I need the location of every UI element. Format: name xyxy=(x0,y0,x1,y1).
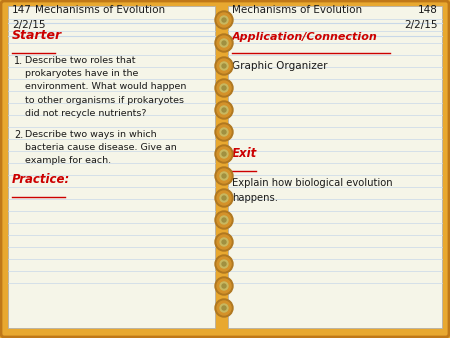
Circle shape xyxy=(215,79,233,97)
Circle shape xyxy=(215,189,233,207)
Circle shape xyxy=(215,11,233,29)
Circle shape xyxy=(220,194,228,202)
Circle shape xyxy=(215,167,233,185)
Circle shape xyxy=(217,147,231,161)
Text: Starter: Starter xyxy=(12,29,62,42)
Circle shape xyxy=(222,64,226,68)
Circle shape xyxy=(217,213,231,227)
Circle shape xyxy=(220,304,228,312)
Circle shape xyxy=(220,282,228,290)
Circle shape xyxy=(222,130,226,134)
Circle shape xyxy=(222,174,226,178)
Circle shape xyxy=(220,260,228,268)
Circle shape xyxy=(222,196,226,200)
Circle shape xyxy=(215,145,233,163)
Circle shape xyxy=(215,277,233,295)
Text: 2/2/15: 2/2/15 xyxy=(12,20,45,30)
Circle shape xyxy=(217,235,231,249)
Circle shape xyxy=(215,34,233,52)
Text: Application/Connection: Application/Connection xyxy=(232,32,378,42)
Circle shape xyxy=(222,306,226,310)
Circle shape xyxy=(217,13,231,27)
Circle shape xyxy=(217,301,231,315)
Circle shape xyxy=(222,86,226,90)
Circle shape xyxy=(220,150,228,158)
Circle shape xyxy=(217,36,231,50)
Circle shape xyxy=(222,218,226,222)
Circle shape xyxy=(222,240,226,244)
Text: 1.: 1. xyxy=(14,56,23,66)
Circle shape xyxy=(217,81,231,95)
Circle shape xyxy=(215,101,233,119)
Circle shape xyxy=(217,191,231,205)
Circle shape xyxy=(222,262,226,266)
Text: Graphic Organizer: Graphic Organizer xyxy=(232,61,328,71)
Circle shape xyxy=(220,16,228,24)
Circle shape xyxy=(215,123,233,141)
Text: 148: 148 xyxy=(418,5,438,15)
Circle shape xyxy=(217,59,231,73)
Circle shape xyxy=(220,106,228,114)
Circle shape xyxy=(222,284,226,288)
Text: Practice:: Practice: xyxy=(12,173,70,186)
Circle shape xyxy=(220,84,228,92)
Circle shape xyxy=(222,41,226,45)
Circle shape xyxy=(217,257,231,271)
Circle shape xyxy=(215,233,233,251)
Circle shape xyxy=(222,152,226,156)
Text: Explain how biological evolution
happens.: Explain how biological evolution happens… xyxy=(232,178,392,203)
Circle shape xyxy=(220,216,228,224)
FancyBboxPatch shape xyxy=(228,6,442,328)
Text: 2.: 2. xyxy=(14,130,23,140)
Circle shape xyxy=(215,57,233,75)
Circle shape xyxy=(215,211,233,229)
Text: Mechanisms of Evolution: Mechanisms of Evolution xyxy=(232,5,362,15)
Circle shape xyxy=(220,172,228,180)
Circle shape xyxy=(217,279,231,293)
Circle shape xyxy=(217,103,231,117)
Circle shape xyxy=(220,128,228,136)
Circle shape xyxy=(220,238,228,246)
Circle shape xyxy=(215,255,233,273)
Text: Describe two ways in which
bacteria cause disease. Give an
example for each.: Describe two ways in which bacteria caus… xyxy=(25,130,177,165)
Text: 147: 147 xyxy=(12,5,32,15)
FancyBboxPatch shape xyxy=(8,6,215,328)
Circle shape xyxy=(217,125,231,139)
Text: 2/2/15: 2/2/15 xyxy=(405,20,438,30)
Circle shape xyxy=(220,39,228,47)
Text: Exit: Exit xyxy=(232,147,257,160)
Circle shape xyxy=(222,18,226,22)
Text: Describe two roles that
prokaryotes have in the
environment. What would happen
t: Describe two roles that prokaryotes have… xyxy=(25,56,186,118)
Circle shape xyxy=(222,108,226,112)
Circle shape xyxy=(217,169,231,183)
Circle shape xyxy=(220,62,228,70)
Circle shape xyxy=(215,299,233,317)
Text: Mechanisms of Evolution: Mechanisms of Evolution xyxy=(35,5,165,15)
